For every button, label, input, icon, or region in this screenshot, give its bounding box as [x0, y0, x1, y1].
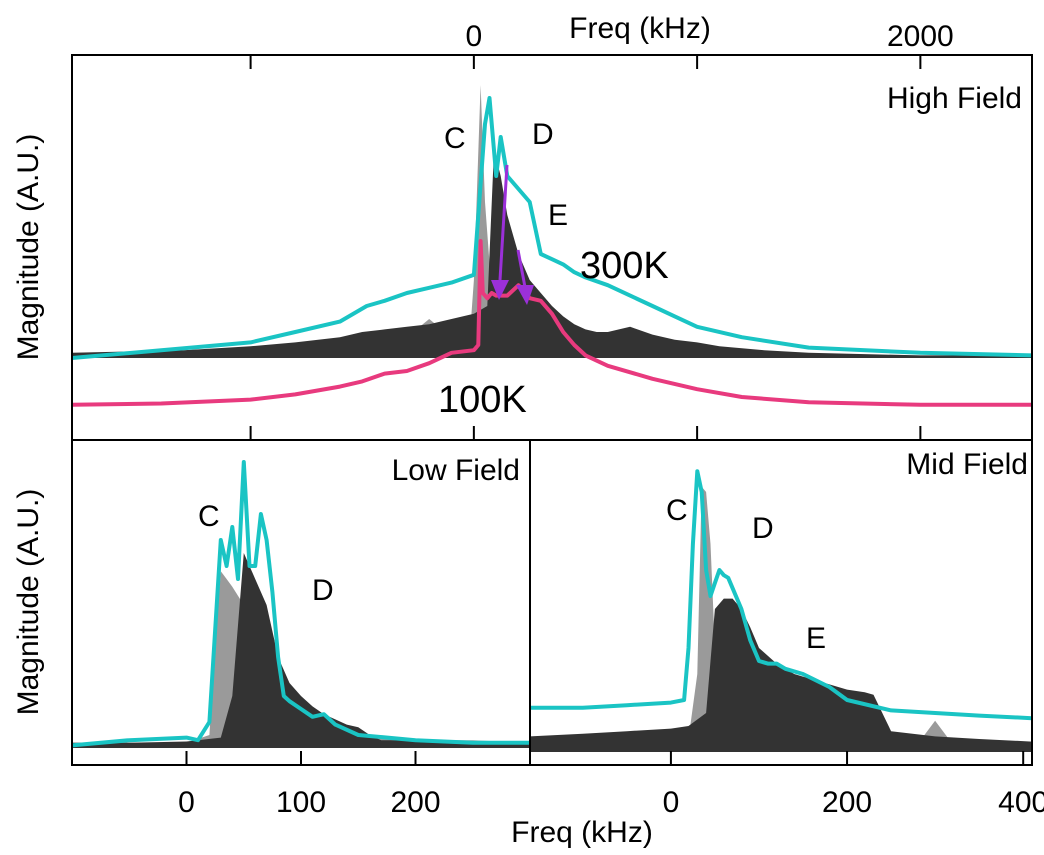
- bottom-right-tick-layer: 0 200 400: [663, 751, 1044, 819]
- bottom-left-tick-label: 200: [390, 786, 440, 819]
- bottom-left-trace: [71, 460, 530, 748]
- top-x-axis-label: Freq (kHz): [569, 12, 711, 45]
- top-dark-fill-area: [72, 150, 1032, 358]
- bottom-left-series-layer: [71, 460, 530, 748]
- arrow-1-shaft: [498, 164, 509, 281]
- bottom-right-panel: 0 200 400 Mid Field C D E: [529, 439, 1044, 819]
- bottom-x-axis-label: Freq (kHz): [511, 816, 653, 849]
- bottom-left-dark-fill-area: [72, 553, 530, 748]
- bl-annotation-C: C: [198, 500, 220, 533]
- bottom-left-tick-label: 100: [276, 786, 326, 819]
- br-annotation-E: E: [806, 622, 826, 655]
- top-panel-label: High Field: [887, 82, 1022, 115]
- bottom-right-tick-label: 0: [663, 786, 680, 819]
- bottom-left-panel-label: Low Field: [392, 454, 520, 487]
- top-100K-trace: [71, 239, 1032, 407]
- arrow-2-head: [516, 285, 534, 305]
- bottom-left-panel: 0 100 200 Freq (kHz) Magnitude (A.U.) Low …: [12, 439, 653, 849]
- top-tick-layer: 0 2000: [249, 20, 954, 440]
- bottom-left-tick-label: 0: [178, 786, 195, 819]
- bottom-right-tick-label: 400: [998, 786, 1044, 819]
- br-annotation-C: C: [666, 494, 688, 527]
- bl-annotation-D: D: [312, 574, 334, 607]
- top-panel: 0 2000 Freq (kHz) Magnitude (A.U.) High F…: [12, 12, 1033, 441]
- bottom-left-tick-layer: 0 100 200: [178, 751, 441, 819]
- bottom-right-plot-frame: [529, 439, 1033, 766]
- bottom-right-series-layer: [530, 469, 1033, 752]
- bottom-right-tick-label: 200: [822, 786, 872, 819]
- top-annotation-E: E: [548, 199, 568, 232]
- top-annotation-100K: 100K: [438, 379, 527, 421]
- bottom-right-dark-fill-area: [530, 598, 1032, 752]
- top-y-axis-label: Magnitude (A.U.): [12, 134, 45, 361]
- arrow-1-head: [491, 280, 509, 300]
- top-series-layer: [71, 85, 1033, 407]
- bottom-right-panel-label: Mid Field: [906, 448, 1028, 481]
- bottom-right-trace: [530, 469, 1033, 721]
- top-300K-trace: [71, 96, 1033, 360]
- br-annotation-D: D: [752, 512, 774, 545]
- top-annotation-300K: 300K: [580, 245, 669, 287]
- arrow-2-shaft: [516, 249, 527, 288]
- bottom-y-axis-label: Magnitude (A.U.): [12, 489, 45, 716]
- top-annotation-C: C: [444, 122, 466, 155]
- top-annotation-D: D: [532, 118, 554, 151]
- top-tick-label: 2000: [887, 20, 954, 53]
- top-tick-label: 0: [466, 20, 483, 53]
